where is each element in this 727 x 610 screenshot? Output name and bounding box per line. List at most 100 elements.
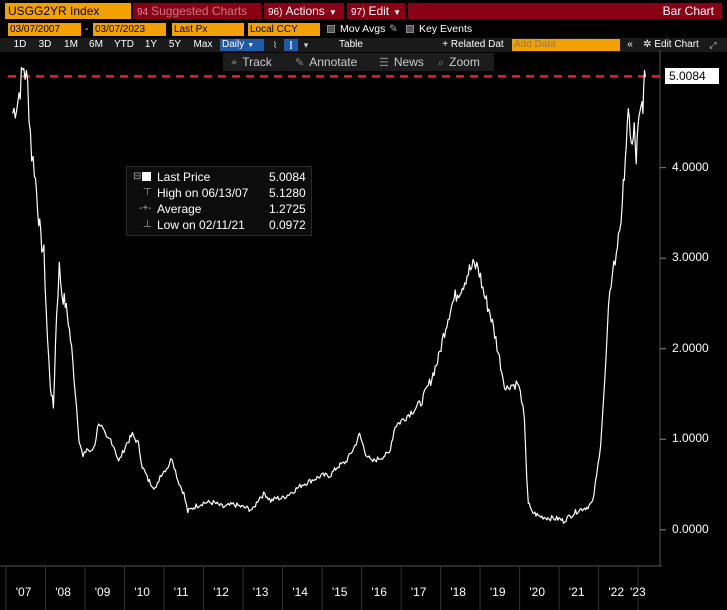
- pencil-icon[interactable]: ✎: [389, 23, 398, 35]
- period-max[interactable]: Max: [193, 39, 213, 50]
- period-1m[interactable]: 1M: [64, 39, 78, 50]
- x-tick-label: '09: [94, 585, 111, 599]
- series-color-swatch: [142, 172, 151, 181]
- x-tick-label: '13: [252, 585, 269, 599]
- legend-low: ⊥ Low on 02/11/21 0.0972: [127, 217, 313, 233]
- expand-icon[interactable]: ⤢: [709, 40, 717, 50]
- actions-number: 96): [268, 7, 283, 18]
- zoom-tool[interactable]: ⌕ Zoom: [438, 53, 480, 71]
- news-tool[interactable]: ☰ News: [379, 53, 424, 71]
- caret-down-icon: ▼: [247, 42, 255, 49]
- x-tick-label: '20: [529, 585, 545, 599]
- period-3d[interactable]: 3D: [38, 39, 52, 50]
- legend-average: -+- Average 1.2725: [127, 201, 313, 217]
- x-tick-label: '21: [568, 585, 585, 599]
- edit-chart-button[interactable]: ✲ Edit Chart: [640, 38, 702, 52]
- period-6m[interactable]: 6M: [89, 39, 103, 50]
- frequency-select[interactable]: Daily ▼: [220, 39, 264, 51]
- mov-avgs-checkbox[interactable]: [327, 25, 335, 33]
- frequency-label: Daily: [222, 39, 245, 50]
- low-marker-icon: ⊥: [143, 219, 152, 230]
- high-marker-icon: ⊤: [143, 187, 152, 198]
- annotate-tool[interactable]: ✎ Annotate: [295, 53, 357, 71]
- y-tick-label: 0.0000: [672, 521, 709, 536]
- title-bar: USGG2YR Index 94 Suggested Charts 96) Acti…: [0, 0, 727, 20]
- legend-label: Low on 02/11/21: [157, 218, 245, 232]
- period-1d[interactable]: 1D: [13, 39, 27, 50]
- caret-down-icon: ▼: [328, 8, 337, 17]
- x-tick-label: '14: [292, 585, 308, 599]
- line-chart-icon[interactable]: ⌇: [272, 40, 278, 50]
- x-tick-label: '07: [15, 585, 32, 599]
- x-tick-label: '10: [134, 585, 150, 599]
- zoom-label: Zoom: [449, 55, 480, 69]
- x-tick-label: '17: [410, 585, 427, 599]
- key-events-checkbox[interactable]: [406, 25, 414, 33]
- last-price-axis-label: 5.0084: [665, 68, 719, 85]
- actions-label: Actions: [285, 4, 325, 18]
- suggested-charts-menu[interactable]: 94 Suggested Charts: [133, 3, 261, 19]
- legend-value: 5.0084: [269, 170, 306, 184]
- table-button[interactable]: Table: [339, 39, 363, 50]
- period-ytd[interactable]: YTD: [114, 39, 134, 50]
- add-data-input[interactable]: Add Data: [512, 39, 620, 51]
- x-tick-label: '15: [331, 585, 348, 599]
- chart-legend: ⊟ Last Price 5.0084 ⊤ High on 06/13/07 5…: [126, 166, 312, 236]
- legend-label: High on 06/13/07: [157, 186, 249, 200]
- track-tool[interactable]: ⌖ Track: [231, 53, 272, 71]
- x-tick-label: '18: [450, 585, 466, 599]
- related-data-button[interactable]: + Related Dat: [442, 39, 504, 50]
- caret-down-icon[interactable]: ▾: [303, 40, 309, 50]
- news-label: News: [393, 55, 424, 69]
- edit-label: Edit: [368, 4, 390, 18]
- edit-menu[interactable]: 97) Edit ▼: [347, 3, 405, 19]
- legend-value: 1.2725: [269, 202, 306, 216]
- start-date-input[interactable]: 03/07/2007: [8, 23, 81, 36]
- actions-menu[interactable]: 96) Actions ▼: [264, 3, 344, 19]
- x-tick-label: '12: [213, 585, 229, 599]
- annotate-label: Annotate: [309, 55, 358, 69]
- legend-label: Average: [157, 202, 202, 216]
- collapse-icon[interactable]: «: [627, 39, 633, 50]
- chart-type-title: Bar Chart: [408, 3, 722, 19]
- x-tick-label: '11: [173, 585, 189, 599]
- suggested-charts-number: 94: [137, 7, 149, 18]
- suggested-charts-label: Suggested Charts: [151, 4, 248, 18]
- period-bar: 1D 3D 1M 6M YTD 1Y 5Y Max Daily ▼ ⌇ ⫿ ▾ T…: [0, 38, 727, 52]
- mov-avgs-label: Mov Avgs: [340, 23, 386, 35]
- y-tick-label: 4.0000: [672, 159, 709, 174]
- x-tick-label: '22: [608, 585, 625, 599]
- period-1y[interactable]: 1Y: [144, 39, 158, 50]
- ticker-input[interactable]: USGG2YR Index: [5, 3, 131, 19]
- bar-chart-icon[interactable]: ⫿: [284, 39, 298, 51]
- news-icon: ☰: [379, 57, 389, 69]
- x-tick-label: '23: [630, 585, 646, 599]
- currency-select[interactable]: Local CCY: [248, 23, 320, 36]
- edit-number: 97): [351, 7, 366, 18]
- gear-icon: ✲: [643, 39, 655, 50]
- y-tick-label: 2.0000: [672, 340, 709, 355]
- key-events-label: Key Events: [419, 23, 473, 35]
- price-series-line: [12, 66, 646, 524]
- caret-down-icon: ▼: [393, 8, 402, 17]
- end-date-input[interactable]: 03/07/2023: [93, 23, 166, 36]
- collapse-icon: ⊟: [133, 171, 142, 182]
- crosshair-icon: ⌖: [231, 57, 238, 69]
- x-tick-label: '16: [371, 585, 387, 599]
- legend-value: 0.0972: [269, 218, 306, 232]
- y-tick-label: 1.0000: [672, 431, 709, 446]
- legend-last-price: ⊟ Last Price 5.0084: [127, 169, 313, 185]
- legend-value: 5.1280: [269, 186, 306, 200]
- x-tick-label: '19: [489, 585, 506, 599]
- period-5y[interactable]: 5Y: [168, 39, 182, 50]
- date-separator: -: [85, 24, 89, 35]
- legend-label: Last Price: [157, 170, 211, 184]
- edit-chart-label: Edit Chart: [654, 39, 699, 50]
- legend-high: ⊤ High on 06/13/07 5.1280: [127, 185, 313, 201]
- average-marker-icon: -+-: [139, 203, 152, 214]
- field-select[interactable]: Last Px: [172, 23, 244, 36]
- magnifier-icon: ⌕: [438, 57, 445, 69]
- y-tick-label: 3.0000: [672, 250, 709, 265]
- pencil-icon: ✎: [295, 57, 305, 69]
